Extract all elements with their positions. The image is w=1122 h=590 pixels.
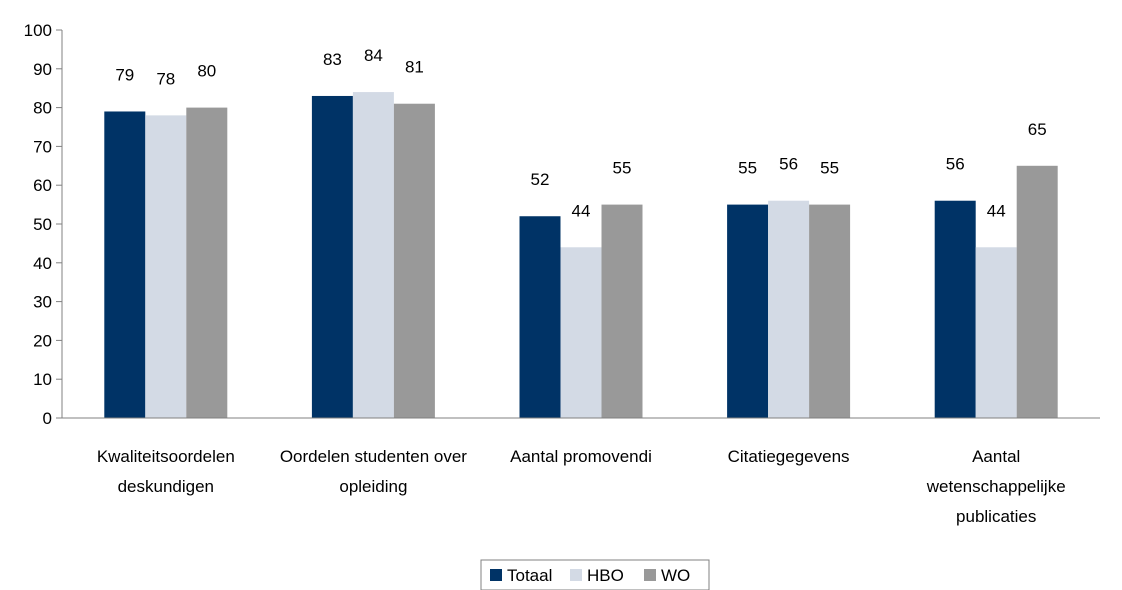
y-tick-label: 90: [33, 60, 52, 79]
bar-totaal: [934, 200, 976, 418]
bar-wo: [809, 204, 851, 418]
value-label: 44: [572, 201, 591, 220]
x-category-label: Aantal promovendi: [510, 447, 652, 466]
value-label: 80: [197, 62, 216, 81]
bar-totaal: [519, 216, 561, 418]
legend: Totaal HBO WO: [480, 559, 710, 590]
y-axis: 0 10 20 30 40 50 60 70 80 90 100: [24, 21, 63, 428]
bars: [104, 92, 1058, 419]
x-category-label: publicaties: [956, 507, 1036, 526]
value-label: 79: [115, 65, 134, 84]
value-label: 78: [156, 69, 175, 88]
x-category-label: wetenschappelijke: [926, 477, 1066, 496]
y-tick-label: 40: [33, 254, 52, 273]
value-label: 65: [1028, 120, 1047, 139]
x-category-label: deskundigen: [118, 477, 214, 496]
y-tick-label: 60: [33, 176, 52, 195]
value-label: 84: [364, 46, 383, 65]
y-tick-label: 50: [33, 215, 52, 234]
legend-swatch-totaal: [490, 569, 502, 581]
legend-label: WO: [661, 566, 690, 585]
value-label: 83: [323, 50, 342, 69]
value-label: 56: [779, 155, 798, 174]
value-label: 52: [531, 170, 550, 189]
y-tick-label: 10: [33, 370, 52, 389]
y-tick-label: 80: [33, 99, 52, 118]
value-label: 55: [738, 159, 757, 178]
value-label: 81: [405, 58, 424, 77]
y-tick-label: 30: [33, 293, 52, 312]
bar-totaal: [727, 204, 769, 418]
y-tick-label: 0: [43, 409, 52, 428]
legend-label: Totaal: [507, 566, 552, 585]
x-category-label: Citatiegegevens: [728, 447, 850, 466]
x-axis: Kwaliteitsoordelen deskundigen Oordelen st…: [62, 417, 1100, 526]
y-tick-label: 100: [24, 21, 52, 40]
value-labels: 79 78 80 83 84 81 52 44 55 55 56 55 56 44 65: [115, 46, 1046, 220]
bar-wo: [186, 107, 228, 418]
value-label: 55: [613, 159, 632, 178]
bar-wo: [1016, 165, 1058, 418]
bar-totaal: [104, 111, 146, 418]
bar-hbo: [352, 92, 394, 418]
x-category-label: Kwaliteitsoordelen: [97, 447, 235, 466]
bar-hbo: [560, 247, 602, 418]
bar-totaal: [311, 95, 353, 419]
legend-swatch-hbo: [570, 569, 582, 581]
bar-wo: [601, 204, 643, 418]
x-category-label: Aantal: [972, 447, 1020, 466]
x-category-label: opleiding: [339, 477, 407, 496]
bar-hbo: [975, 247, 1017, 418]
value-label: 56: [946, 155, 965, 174]
x-category-label: Oordelen studenten over: [280, 447, 467, 466]
y-tick-label: 70: [33, 137, 52, 156]
value-label: 55: [820, 159, 839, 178]
legend-box: [480, 559, 710, 590]
y-tick-label: 20: [33, 331, 52, 350]
value-label: 44: [987, 201, 1006, 220]
legend-swatch-wo: [644, 569, 656, 581]
legend-label: HBO: [587, 566, 624, 585]
bar-hbo: [145, 115, 187, 419]
bar-hbo: [768, 200, 810, 418]
bar-wo: [393, 103, 435, 418]
